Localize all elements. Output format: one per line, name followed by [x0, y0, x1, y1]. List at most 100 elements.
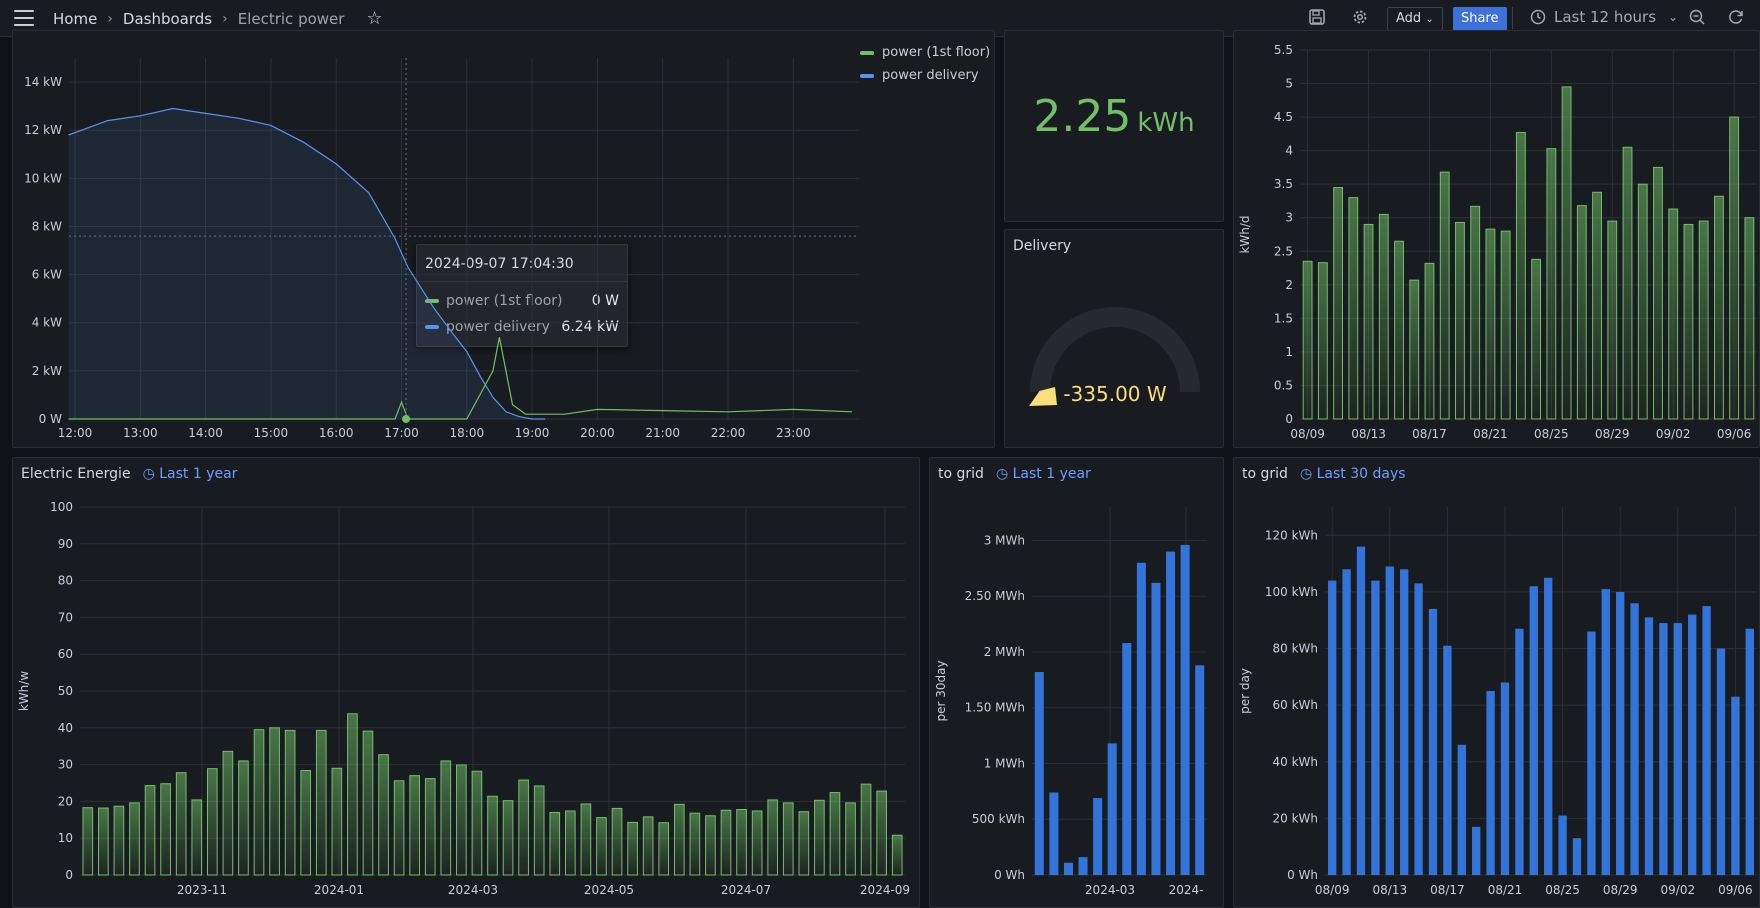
electric-energie-chart[interactable]: 0 10 20 30 40 50 60 70 80 90 100 2023-11 2024-01 2024… [12, 457, 920, 908]
x-tick-label: 23:00 [776, 426, 811, 440]
tooltip-row-power-1st-floor: power (1st floor) 0 W [425, 293, 619, 309]
bar [1107, 743, 1117, 875]
to-grid-year-chart[interactable]: 0 Wh 500 kWh 1 MWh 1.50 MWh 2 MWh 2.50 MWh 3 M… [929, 457, 1224, 908]
gauge-value: -335.00 W [1063, 382, 1167, 406]
bar [1409, 279, 1420, 420]
bar [533, 785, 545, 876]
bar [253, 729, 265, 876]
bar [82, 807, 94, 876]
bar [160, 783, 171, 876]
series-area-power-delivery [68, 108, 546, 419]
bar [1049, 792, 1059, 875]
bar [1716, 648, 1726, 875]
x-tick-label: 2024-09 [860, 883, 910, 897]
time-range-picker[interactable]: Last 12 hours ⌄ [1530, 8, 1678, 26]
x-tick-label: 15:00 [254, 426, 289, 440]
bar [1702, 606, 1711, 875]
y-tick-label: 1 [1285, 345, 1293, 359]
bar [502, 800, 514, 876]
bar [175, 772, 187, 876]
bar [238, 760, 249, 876]
x-tick-label: 2024-03 [1085, 883, 1135, 897]
x-tick-label: 08/25 [1545, 883, 1580, 897]
x-tick-label: 08/13 [1373, 883, 1408, 897]
bar [736, 808, 747, 876]
bar [860, 783, 872, 876]
legend-item-power-delivery[interactable]: power delivery [860, 68, 979, 83]
menu-icon[interactable] [14, 10, 34, 26]
refresh-icon[interactable] [1727, 8, 1745, 30]
bar [1653, 166, 1663, 420]
breadcrumb-dashboards[interactable]: Dashboards [122, 9, 213, 28]
bar [1668, 208, 1679, 420]
tooltip-label: power (1st floor) [446, 293, 563, 309]
x-tick-label: 09/02 [1661, 883, 1696, 897]
bar [1515, 132, 1526, 420]
bar [362, 730, 374, 876]
bar [689, 812, 701, 876]
bar [1428, 608, 1438, 875]
bar [1195, 665, 1205, 875]
bar [782, 802, 794, 876]
gauge-fill [1029, 387, 1057, 406]
x-tick-label: 18:00 [450, 426, 485, 440]
legend-label: power (1st floor) [882, 45, 991, 60]
x-tick-label: 08/17 [1430, 883, 1465, 897]
bar [518, 779, 529, 876]
bar [1688, 614, 1697, 875]
y-axis-label: kWh/w [17, 671, 31, 711]
star-icon[interactable]: ☆ [366, 8, 383, 29]
bar [1348, 197, 1359, 420]
bar [1472, 826, 1481, 875]
panel-time-range-label: Last 1 year [159, 466, 238, 482]
bar [1485, 228, 1496, 420]
bar [1317, 262, 1328, 420]
panel-time-range[interactable]: ◷ Last 30 days [1300, 466, 1406, 482]
gear-icon[interactable] [1351, 8, 1369, 30]
bar [1673, 623, 1682, 875]
bar [1731, 696, 1740, 875]
delivery-panel: Delivery -335.00 W [1004, 229, 1224, 448]
bar [814, 799, 825, 876]
bar [1400, 569, 1409, 875]
breadcrumb-separator-icon: › [107, 10, 113, 27]
bar [440, 760, 452, 876]
bar [642, 816, 654, 876]
power-chart[interactable]: 0 W 2 kW 4 kW 6 kW 8 kW 10 kW 12 kW 14 kW 12:00 1… [12, 30, 995, 448]
x-tick-label: 08/29 [1603, 883, 1638, 897]
bar [1356, 546, 1366, 875]
breadcrumb-home[interactable]: Home [53, 9, 98, 28]
add-button[interactable]: Add ⌄ [1387, 7, 1443, 31]
bar [1486, 691, 1495, 875]
x-tick-label: 08/25 [1534, 427, 1569, 441]
bar [409, 775, 420, 876]
y-axis-label: kWh/d [1238, 215, 1252, 253]
daily-energy-chart[interactable]: 0 0.5 1 1.5 2 2.5 3 3.5 4 4.5 5 5.5 08/09 08/13 08/17 0… [1233, 30, 1760, 448]
bar [331, 767, 343, 876]
bar [1333, 187, 1344, 420]
panel-title-text: to grid [1242, 466, 1288, 482]
y-tick-label: 70 [58, 610, 73, 624]
bar [315, 729, 327, 876]
bar [1136, 562, 1146, 875]
share-button[interactable]: Share [1453, 7, 1507, 31]
bar [284, 729, 296, 876]
y-tick-label: 100 [50, 500, 73, 514]
bar [705, 815, 716, 876]
legend-item-power-1st-floor[interactable]: power (1st floor) [860, 45, 990, 60]
bar [1424, 262, 1435, 420]
y-tick-label: 0 Wh [994, 868, 1025, 882]
y-tick-label: 4 [1285, 144, 1293, 158]
to-grid-30d-chart[interactable]: 0 Wh 20 kWh 40 kWh 60 kWh 80 kWh 100 kWh 120 k… [1233, 457, 1760, 908]
bar [1698, 220, 1709, 420]
save-icon[interactable] [1308, 8, 1326, 30]
y-tick-label: 30 [58, 758, 73, 772]
panel-time-range[interactable]: ◷ Last 1 year [143, 466, 238, 482]
panel-title: to grid ◷ Last 1 year [938, 466, 1091, 482]
x-tick-label: 20:00 [580, 426, 615, 440]
bar [1745, 628, 1754, 875]
bar [1342, 569, 1351, 875]
panel-time-range[interactable]: ◷ Last 1 year [996, 466, 1091, 482]
bar [1729, 116, 1740, 420]
zoom-out-icon[interactable] [1688, 8, 1706, 30]
